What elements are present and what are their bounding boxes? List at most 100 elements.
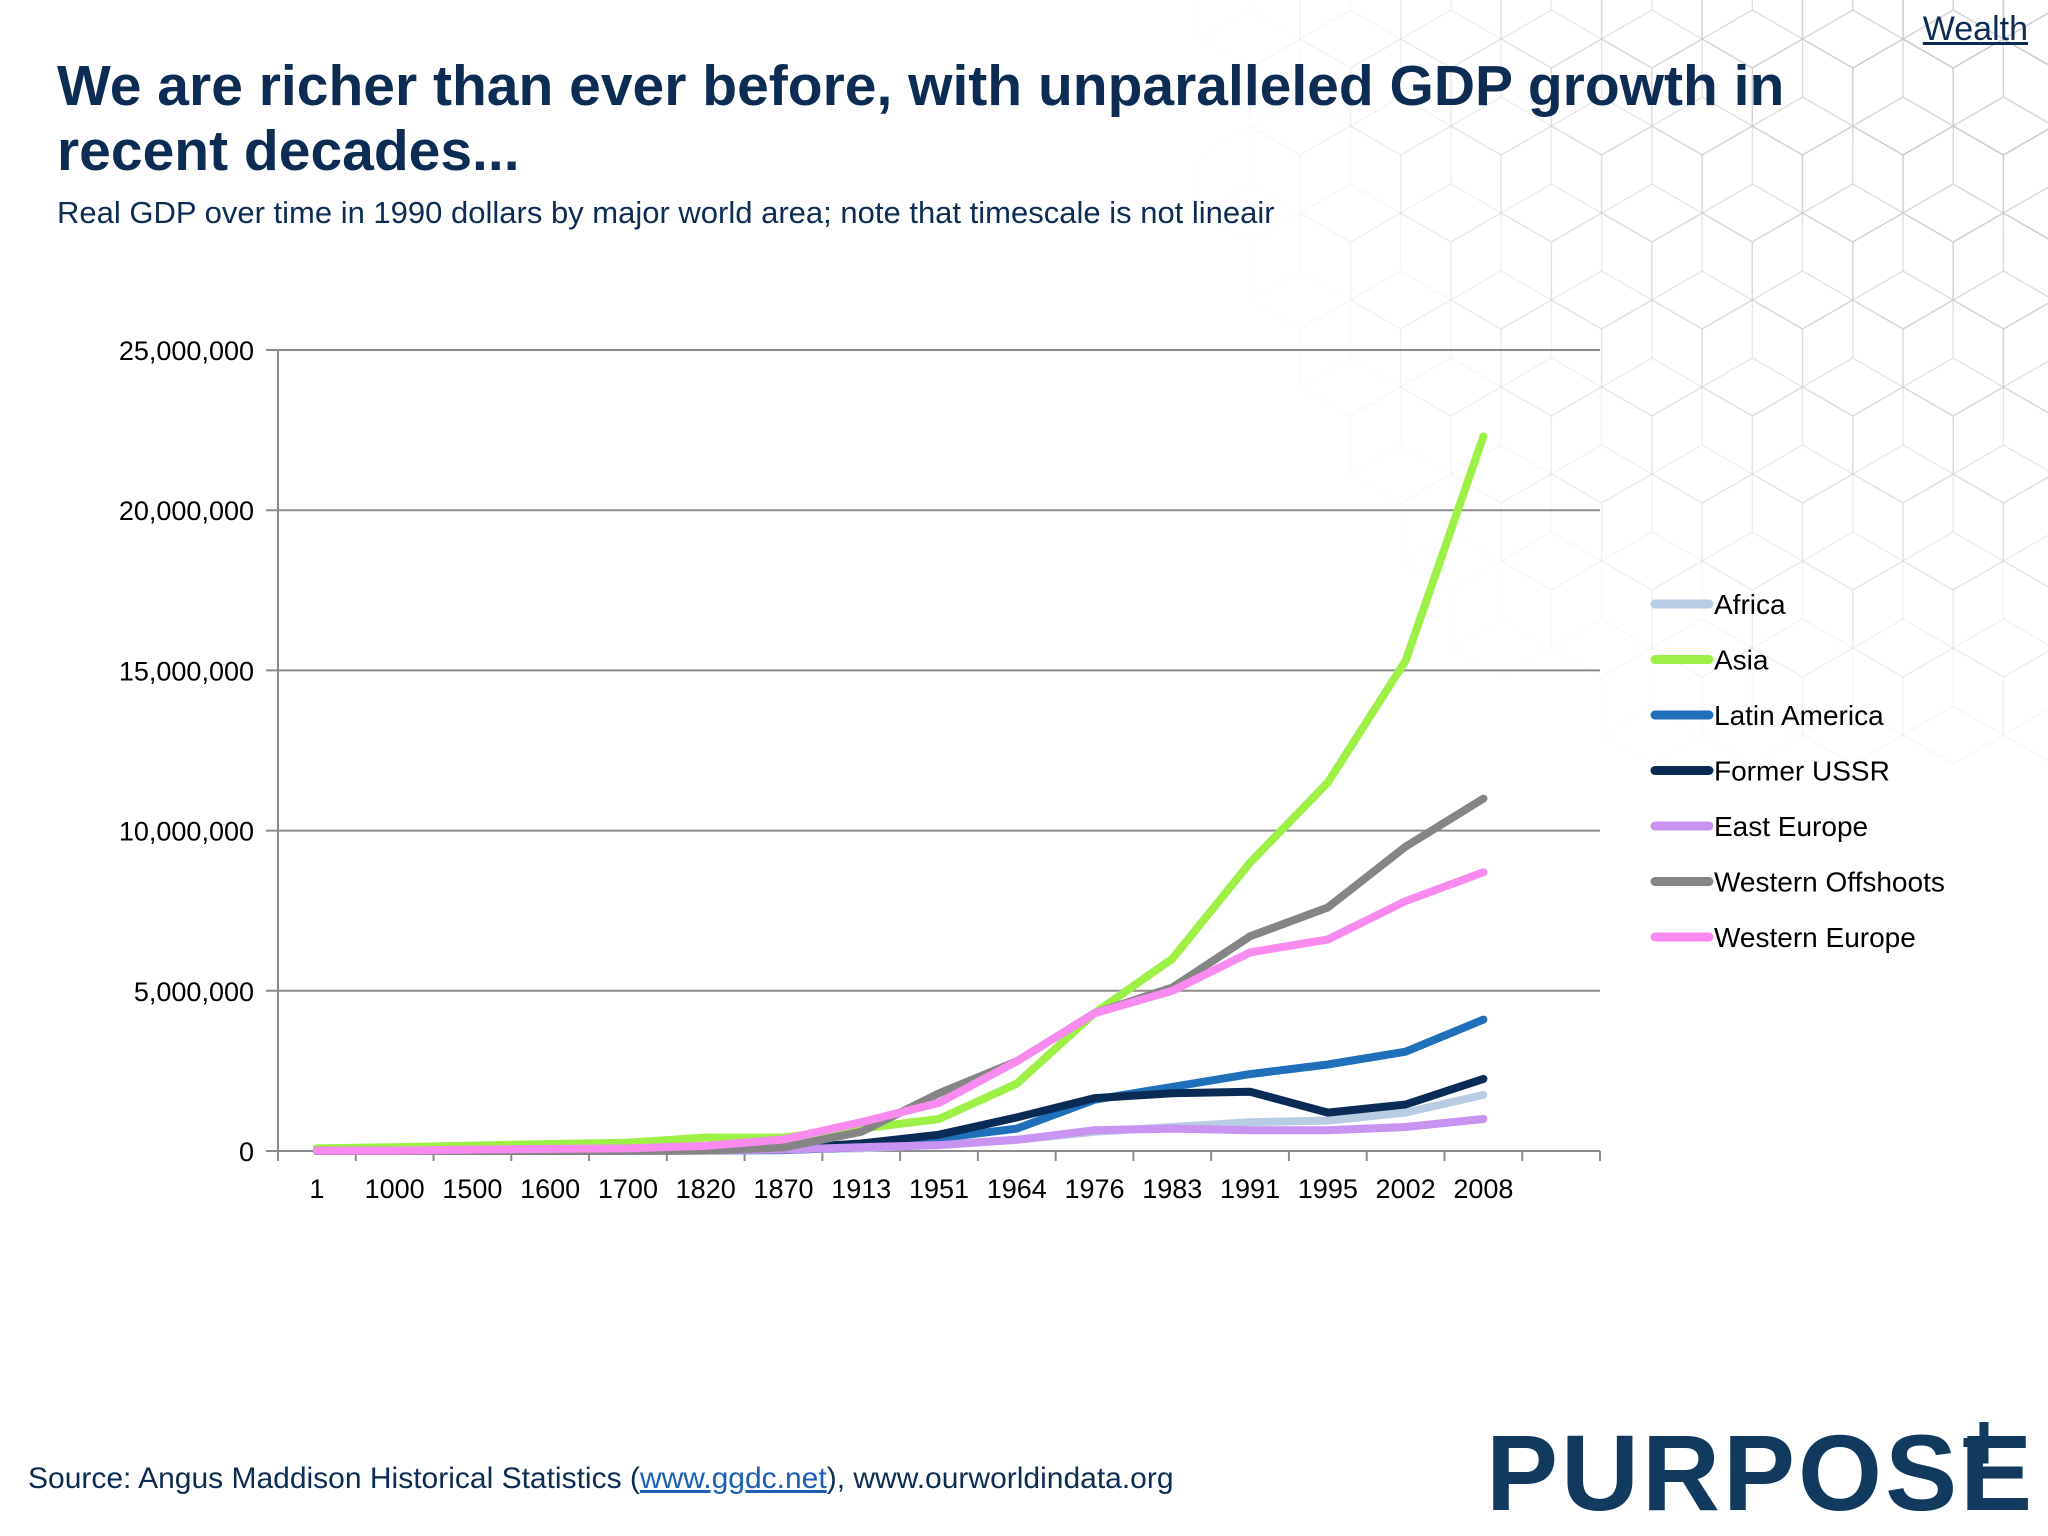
cube-edge [1701,618,1753,649]
cube-edge [1701,705,1753,736]
cube-edge [1299,9,1351,40]
cube-edge [1500,531,1552,562]
cube-edge [2003,186,2048,214]
cube-edge [1601,183,1653,214]
cube-edge [1651,270,1703,301]
hexagon-shape [1199,0,1301,69]
hexagon-shape [1500,473,1603,591]
y-tick-label: 25,000,000 [119,336,254,366]
cube-edge [1450,9,1502,40]
hexagon-shape [1852,386,1954,504]
x-tick-label: 2002 [1376,1174,1436,1204]
x-tick-label: 1500 [442,1174,502,1204]
page-title: We are richer than ever before, with unp… [57,54,1785,183]
hexagon-shape [1701,473,1804,591]
cube-edge [1651,357,1703,388]
legend-label: Africa [1714,589,1786,620]
cube-edge [1500,357,1552,388]
x-tick-label: 1983 [1142,1174,1202,1204]
hexagon-shape [1902,647,2005,765]
cube-edge [1802,444,1854,475]
hexagon-shape [1500,0,1603,69]
cube-edge [1350,444,1402,475]
x-tick-label: 1 [309,1174,324,1204]
cube-edge [1701,270,1753,301]
source-note: Source: Angus Maddison Historical Statis… [28,1462,1174,1496]
cube-edge [1350,183,1402,214]
hexagon-shape [1349,38,1452,156]
hexagon-shape [1399,473,1502,591]
hexagon-shape [1450,212,1553,330]
cube-edge [1802,9,1854,40]
cube-edge [1450,357,1502,388]
cube-edge [1450,270,1502,301]
cube-edge [1400,183,1452,214]
cube-edge [1852,183,1904,214]
hexagon-shape [1349,386,1452,504]
cube-edge [1852,444,1904,475]
hexagon-shape [1801,647,1904,765]
cube-edge [1651,96,1703,127]
cube-edge [1802,270,1854,301]
legend: Africa Asia Latin America Former USSR East E… [1650,589,1945,953]
cube-edge [1902,531,1954,562]
cube-edge [1701,183,1753,214]
grid-lines [266,349,1600,1152]
cube-edge [1400,96,1452,127]
cube-edge [1551,531,1602,562]
hexagon-shape [1299,299,1402,417]
cube-edge [1601,96,1653,127]
legend-label: Latin America [1714,700,1884,731]
cube-edge [1802,618,1854,649]
hexagon-shape [1550,386,1653,504]
hexagon-shape [1500,125,1603,243]
cube-edge [1450,96,1502,127]
hexagon-shape [1550,212,1653,330]
cube-edge [1551,183,1602,214]
cube-edge [1651,9,1703,40]
legend-label: Western Europe [1714,922,1916,953]
wealth-nav-link[interactable]: Wealth [1922,10,2028,48]
hexagon-shape [1701,647,1804,765]
hexagon-shape [1751,386,1854,504]
y-tick-label: 20,000,000 [119,496,254,526]
hexagon-shape [1600,473,1703,591]
cube-edge [1400,357,1452,388]
hexagon-shape [2002,476,2048,588]
cube-edge [1299,270,1351,301]
cube-edge [1601,618,1653,649]
y-tick-label: 0 [239,1137,254,1167]
cube-edge [1952,9,2004,40]
cube-edge [1350,9,1402,40]
cube-edge [1852,96,1904,127]
legend-label: Western Offshoots [1714,867,1945,898]
cube-edge [1751,9,1803,40]
cube-edge [1400,531,1452,562]
source-link[interactable]: www.ggdc.net [639,1462,827,1495]
cube-edge [1601,270,1653,301]
purpose-logo: PURPOSE [1486,1412,2036,1533]
cube-edge [2003,360,2048,388]
cube-edge [1701,444,1753,475]
cube-edge [1500,270,1552,301]
hexagon-shape [1701,299,1804,417]
series-line-western-offshoots [312,794,1488,1155]
cube-edge [1299,357,1351,388]
x-tick-label: 1820 [676,1174,736,1204]
hexagon-shape [1299,125,1402,243]
cube-edge [2003,708,2048,736]
cube-edge [1601,531,1653,562]
cube-edge [1802,357,1854,388]
purpose-logo-plus-icon: + [1960,1397,2008,1488]
x-tick-label: 2008 [1453,1174,1513,1204]
cube-edge [1902,618,1954,649]
cube-edge [1751,618,1803,649]
cube-edge [1802,705,1854,736]
x-tick-label: 1600 [520,1174,580,1204]
cube-edge [1299,96,1351,127]
hexagon-shape [1550,560,1653,678]
series-line-asia [312,432,1488,1153]
hexagon-shape [1399,0,1502,69]
series-line-western-europe [312,868,1488,1155]
cube-edge [1852,618,1904,649]
